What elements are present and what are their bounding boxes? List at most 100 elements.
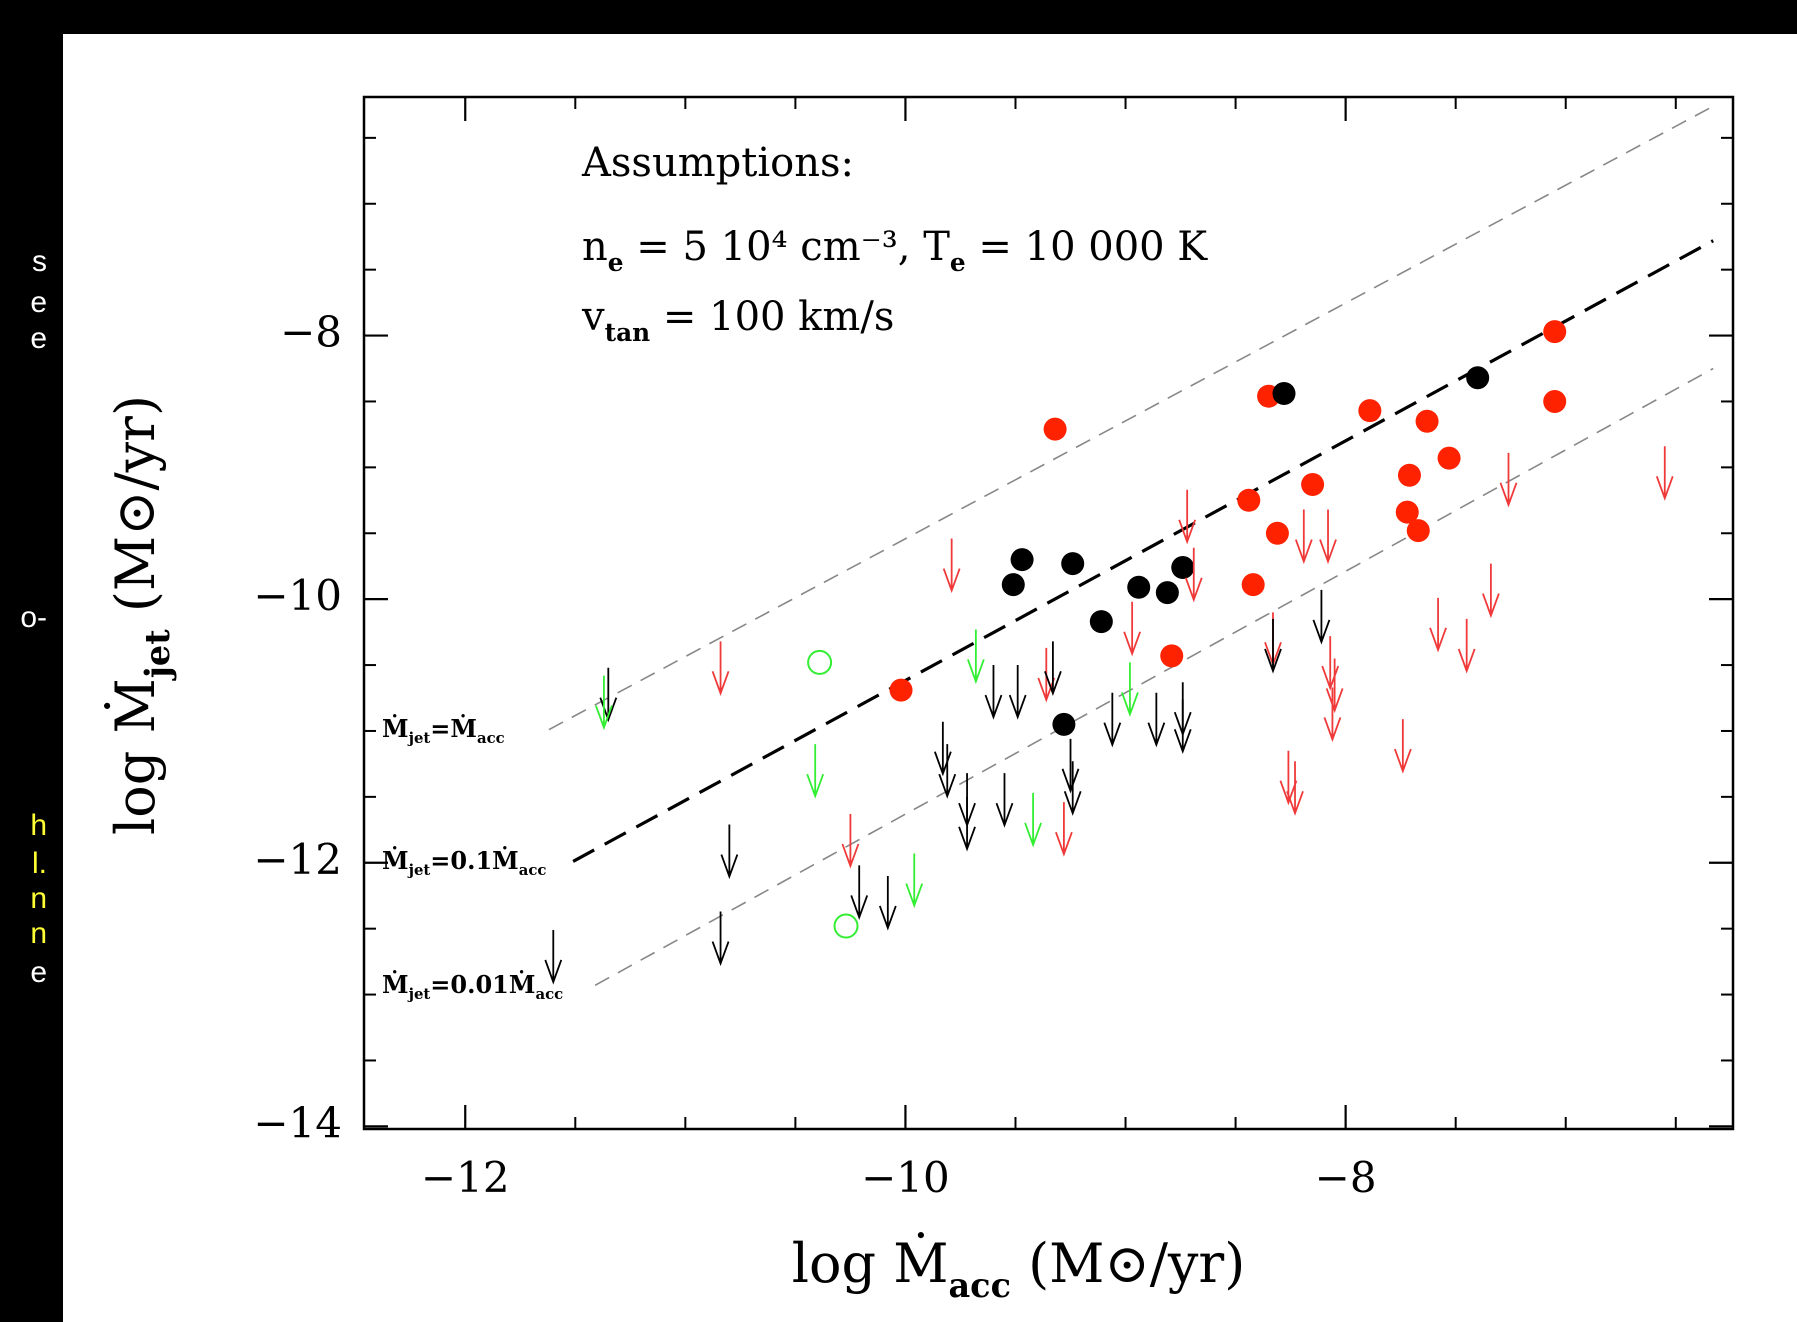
- data-point: [1160, 644, 1184, 668]
- upper-limit-arrow: [1655, 446, 1674, 501]
- subscript: jet: [407, 729, 431, 747]
- data-point: [1010, 548, 1034, 572]
- side-text: n: [30, 882, 47, 915]
- data-point: [1301, 472, 1325, 496]
- data-point: [1543, 320, 1567, 344]
- upper-limit-arrow: [1103, 692, 1122, 748]
- annotation: Assumptions:: [581, 140, 854, 186]
- upper-limit-arrow: [1482, 563, 1500, 619]
- data-point: [1001, 573, 1025, 597]
- text-run: = 5 10⁴ cm⁻³, T: [624, 224, 951, 270]
- upper-limit-arrow: [1178, 489, 1197, 545]
- upper-limit-arrow: [984, 665, 1003, 720]
- text-run: log Ṁ: [792, 1231, 949, 1295]
- subscript: acc: [949, 1266, 1011, 1305]
- subscript: e: [608, 248, 624, 277]
- upper-limit-arrow: [967, 629, 985, 685]
- upper-limit-arrow: [1294, 509, 1313, 565]
- upper-limit-arrow: [1394, 719, 1412, 774]
- side-text: n: [30, 917, 47, 950]
- upper-limit-arrow: [1024, 792, 1042, 848]
- data-point: [1155, 581, 1179, 605]
- upper-limit-arrow: [595, 675, 613, 731]
- reference-line-label: Ṁjet=Ṁacc: [382, 714, 505, 748]
- side-text: o-: [20, 601, 47, 634]
- data-point: [1395, 500, 1419, 524]
- upper-limit-arrow: [599, 667, 618, 723]
- upper-limit-arrow: [1061, 738, 1080, 794]
- side-text: e: [30, 956, 47, 989]
- subscript: e: [950, 248, 966, 277]
- text-run: n: [582, 224, 608, 270]
- side-text: s: [32, 245, 47, 278]
- upper-limit-arrow: [1184, 547, 1203, 603]
- y-tick-label: −12: [253, 835, 342, 884]
- upper-limit-arrow: [1321, 636, 1340, 691]
- upper-limit-arrow: [1499, 452, 1518, 508]
- data-point: [1272, 382, 1296, 406]
- data-point: [1358, 399, 1382, 423]
- upper-limit-arrow: [1147, 692, 1166, 748]
- subscript: acc: [477, 729, 505, 747]
- data-point: [1043, 417, 1067, 441]
- text-run: Ṁ: [382, 714, 409, 743]
- data-point: [1466, 366, 1490, 390]
- data-point: [1127, 575, 1151, 599]
- subscript: jet: [407, 861, 431, 879]
- upper-limit-arrow: [1055, 802, 1073, 857]
- upper-limit-arrow: [1319, 509, 1337, 565]
- data-point: [889, 678, 913, 702]
- upper-limit-arrow: [1123, 601, 1141, 657]
- subscript: jet: [138, 629, 177, 681]
- upper-limit-arrow: [995, 773, 1014, 828]
- upper-limit-arrow: [1325, 658, 1344, 714]
- data-point: [1265, 521, 1289, 545]
- data-point: [1543, 389, 1567, 413]
- subscript: tan: [605, 318, 651, 347]
- text-run: Assumptions:: [581, 140, 854, 186]
- upper-limit-arrow: [806, 744, 825, 799]
- upper-limit-arrow: [1312, 589, 1331, 645]
- upper-limit-arrow: [720, 824, 739, 880]
- data-point: [807, 649, 833, 675]
- upper-limit-arrow: [878, 875, 897, 931]
- data-point: [1237, 488, 1261, 512]
- data-point: [1415, 409, 1439, 433]
- x-tick-label: −10: [861, 1153, 950, 1202]
- upper-limit-arrow: [938, 744, 957, 799]
- y-tick-label: −8: [280, 308, 342, 357]
- reference-line-label: Ṁjet=0.01Ṁacc: [382, 970, 563, 1004]
- upper-limit-arrow: [1286, 761, 1304, 816]
- reference-line-label: Ṁjet=0.1Ṁacc: [382, 846, 547, 880]
- upper-limit-arrow: [1044, 641, 1062, 696]
- subscript: acc: [535, 985, 563, 1003]
- y-tick-label: −14: [253, 1098, 342, 1147]
- upper-limit-arrow: [958, 796, 976, 852]
- data-point: [1437, 446, 1461, 470]
- annotation: vtan = 100 km/s: [581, 294, 894, 347]
- upper-limit-arrow: [850, 865, 869, 921]
- subscript: acc: [519, 861, 547, 879]
- upper-limit-arrow: [711, 641, 730, 696]
- x-tick-label: −12: [421, 1153, 510, 1202]
- annotation: ne = 5 10⁴ cm⁻³, Te = 10 000 K: [582, 224, 1208, 277]
- reference-line: [572, 239, 1714, 863]
- upper-limit-arrow: [1121, 662, 1139, 718]
- side-text: l.: [32, 847, 47, 880]
- upper-limit-arrow: [1429, 597, 1447, 653]
- data-point: [1406, 519, 1430, 543]
- data-point: [1171, 556, 1195, 580]
- text-run: (M⊙/yr): [104, 395, 167, 629]
- reference-line: [594, 367, 1714, 987]
- text-run: (M⊙/yr): [1011, 1232, 1245, 1295]
- text-run: log Ṁ: [103, 678, 167, 835]
- side-text: h: [30, 809, 47, 842]
- x-axis-label: log Ṁacc (M⊙/yr): [792, 1231, 1246, 1305]
- upper-limit-arrow: [711, 911, 730, 967]
- upper-limit-arrow: [1323, 687, 1342, 743]
- data-point: [1089, 610, 1113, 634]
- upper-limit-arrow: [942, 538, 961, 594]
- upper-limit-arrow: [1264, 618, 1282, 674]
